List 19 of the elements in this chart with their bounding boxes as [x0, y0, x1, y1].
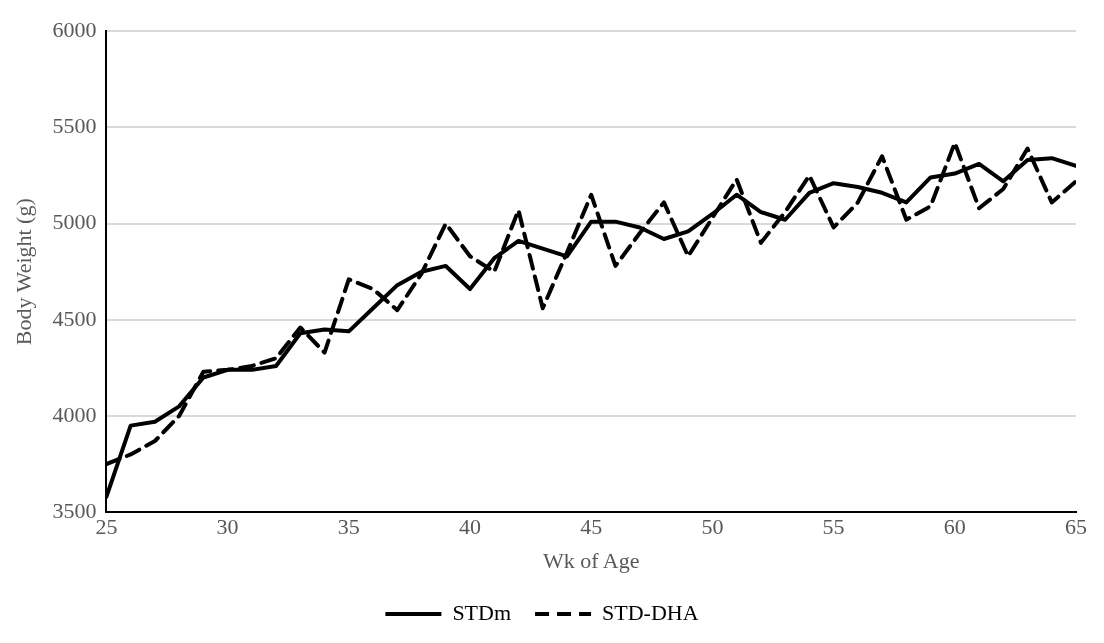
legend-label: STD-DHA — [602, 599, 699, 625]
y-tick-label: 6000 — [52, 16, 97, 42]
legend-label: STDm — [452, 599, 512, 625]
x-tick-label: 45 — [580, 514, 603, 540]
y-tick-label: 3500 — [52, 497, 97, 523]
x-tick-label: 40 — [459, 514, 481, 540]
x-tick-label: 25 — [95, 514, 118, 540]
x-tick-label: 50 — [701, 514, 724, 540]
y-tick-label: 4000 — [52, 401, 97, 427]
y-axis-title: Body Weight (g) — [10, 198, 36, 346]
x-tick-label: 30 — [216, 514, 239, 540]
x-tick-label: 65 — [1065, 514, 1087, 540]
y-tick-label: 5500 — [52, 113, 97, 139]
y-tick-label: 4500 — [52, 305, 97, 331]
x-tick-label: 55 — [822, 514, 845, 540]
x-axis-title: Wk of Age — [542, 547, 640, 573]
x-tick-label: 60 — [943, 514, 966, 540]
y-tick-label: 5000 — [52, 209, 97, 235]
x-tick-label: 35 — [337, 514, 360, 540]
